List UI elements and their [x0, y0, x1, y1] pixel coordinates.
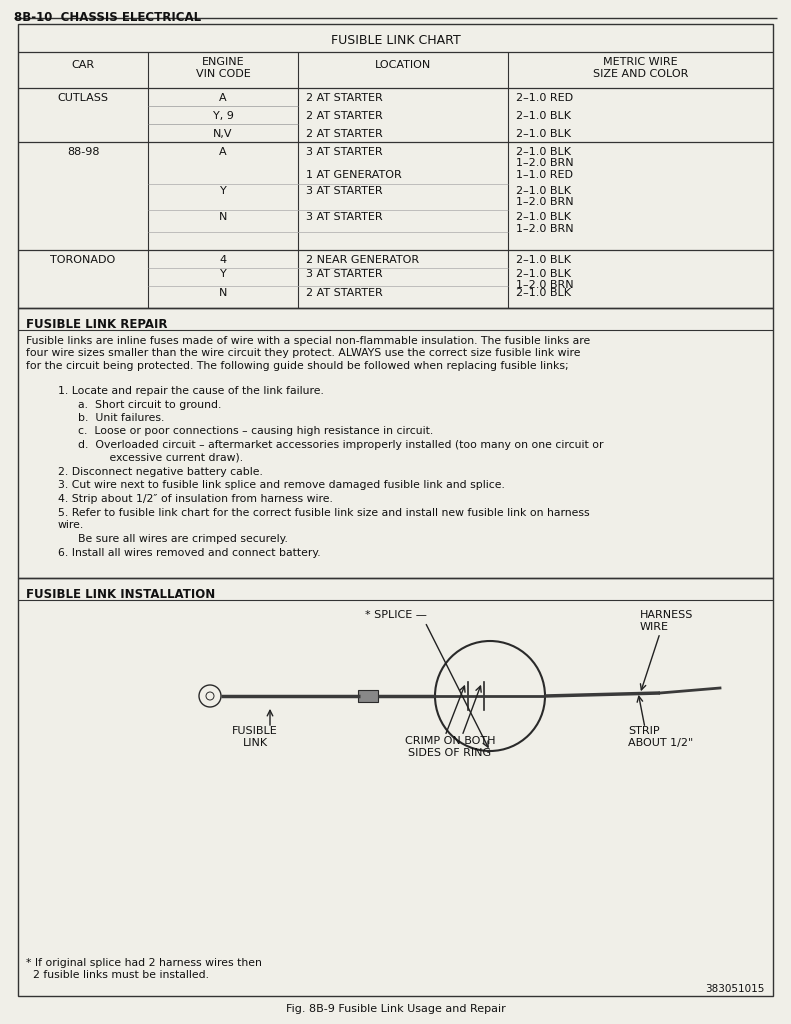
Text: N,V: N,V: [214, 129, 233, 139]
Text: 2 AT STARTER: 2 AT STARTER: [306, 129, 383, 139]
Text: 2–1.0 RED: 2–1.0 RED: [516, 93, 573, 103]
Text: FUSIBLE LINK INSTALLATION: FUSIBLE LINK INSTALLATION: [26, 588, 215, 601]
Text: 3. Cut wire next to fusible link splice and remove damaged fusible link and spli: 3. Cut wire next to fusible link splice …: [58, 480, 505, 490]
Text: 383051015: 383051015: [706, 984, 765, 994]
Text: 2 AT STARTER: 2 AT STARTER: [306, 288, 383, 298]
Bar: [18, 308, 773, 578]
Text: 4: 4: [219, 255, 226, 265]
Text: 2–1.0 BLK: 2–1.0 BLK: [516, 269, 571, 279]
Text: 3 AT STARTER: 3 AT STARTER: [306, 186, 383, 196]
Text: 1–2.0 BRN: 1–2.0 BRN: [516, 158, 573, 168]
Text: Y: Y: [220, 186, 226, 196]
Bar: [358, 690, 378, 702]
Text: TORONADO: TORONADO: [51, 255, 115, 265]
Text: CAR: CAR: [71, 60, 95, 70]
Text: FUSIBLE LINK CHART: FUSIBLE LINK CHART: [331, 34, 460, 47]
Text: 1–1.0 RED: 1–1.0 RED: [516, 170, 573, 180]
Text: 2. Disconnect negative battery cable.: 2. Disconnect negative battery cable.: [58, 467, 263, 477]
Text: 3 AT STARTER: 3 AT STARTER: [306, 269, 383, 279]
Text: LOCATION: LOCATION: [375, 60, 431, 70]
Text: 1–2.0 BRN: 1–2.0 BRN: [516, 224, 573, 234]
Text: 1. Locate and repair the cause of the link failure.: 1. Locate and repair the cause of the li…: [58, 386, 324, 396]
Text: Y, 9: Y, 9: [213, 111, 233, 121]
Text: 2–1.0 BLK: 2–1.0 BLK: [516, 288, 571, 298]
Text: FUSIBLE
LINK: FUSIBLE LINK: [232, 726, 278, 749]
Bar: [18, 578, 773, 996]
Text: 8B-10  CHASSIS ELECTRICAL: 8B-10 CHASSIS ELECTRICAL: [14, 11, 201, 24]
Text: HARNESS
WIRE: HARNESS WIRE: [640, 610, 694, 633]
Text: 2–1.0 BLK: 2–1.0 BLK: [516, 186, 571, 196]
Text: CRIMP ON BOTH
SIDES OF RING: CRIMP ON BOTH SIDES OF RING: [405, 736, 495, 759]
Text: CUTLASS: CUTLASS: [58, 93, 108, 103]
Text: 2–1.0 BLK: 2–1.0 BLK: [516, 111, 571, 121]
Text: A: A: [219, 93, 227, 103]
Text: Y: Y: [220, 269, 226, 279]
Bar: [18, 24, 773, 308]
Text: 2–1.0 BLK: 2–1.0 BLK: [516, 147, 571, 157]
Text: c.  Loose or poor connections – causing high resistance in circuit.: c. Loose or poor connections – causing h…: [78, 427, 433, 436]
Text: A: A: [219, 147, 227, 157]
Text: 2–1.0 BLK: 2–1.0 BLK: [516, 212, 571, 222]
Text: 4. Strip about 1/2″ of insulation from harness wire.: 4. Strip about 1/2″ of insulation from h…: [58, 494, 333, 504]
Text: a.  Short circuit to ground.: a. Short circuit to ground.: [78, 399, 221, 410]
Text: 2 NEAR GENERATOR: 2 NEAR GENERATOR: [306, 255, 419, 265]
Text: * SPLICE —: * SPLICE —: [365, 610, 427, 620]
Text: 1–2.0 BRN: 1–2.0 BRN: [516, 197, 573, 207]
Text: N: N: [219, 212, 227, 222]
Text: 2–1.0 BLK: 2–1.0 BLK: [516, 129, 571, 139]
Text: b.  Unit failures.: b. Unit failures.: [78, 413, 165, 423]
Text: 2 AT STARTER: 2 AT STARTER: [306, 111, 383, 121]
Text: 5. Refer to fusible link chart for the correct fusible link size and install new: 5. Refer to fusible link chart for the c…: [58, 508, 589, 529]
Text: * If original splice had 2 harness wires then
  2 fusible links must be installe: * If original splice had 2 harness wires…: [26, 958, 262, 980]
Text: d.  Overloaded circuit – aftermarket accessories improperly installed (too many : d. Overloaded circuit – aftermarket acce…: [78, 440, 604, 463]
Text: 1–2.0 BRN: 1–2.0 BRN: [516, 280, 573, 290]
Text: 6. Install all wires removed and connect battery.: 6. Install all wires removed and connect…: [58, 548, 320, 558]
Text: Be sure all wires are crimped securely.: Be sure all wires are crimped securely.: [78, 535, 288, 545]
Text: FUSIBLE LINK REPAIR: FUSIBLE LINK REPAIR: [26, 318, 168, 331]
Text: 88-98: 88-98: [66, 147, 99, 157]
Text: N: N: [219, 288, 227, 298]
Text: 1 AT GENERATOR: 1 AT GENERATOR: [306, 170, 402, 180]
Text: 3 AT STARTER: 3 AT STARTER: [306, 212, 383, 222]
Text: Fusible links are inline fuses made of wire with a special non-flammable insulat: Fusible links are inline fuses made of w…: [26, 336, 590, 371]
Text: 3 AT STARTER: 3 AT STARTER: [306, 147, 383, 157]
Text: METRIC WIRE
SIZE AND COLOR: METRIC WIRE SIZE AND COLOR: [592, 57, 688, 80]
Text: 2–1.0 BLK: 2–1.0 BLK: [516, 255, 571, 265]
Text: ENGINE
VIN CODE: ENGINE VIN CODE: [195, 57, 251, 80]
Text: STRIP
ABOUT 1/2": STRIP ABOUT 1/2": [628, 726, 693, 749]
Text: 2 AT STARTER: 2 AT STARTER: [306, 93, 383, 103]
Text: Fig. 8B-9 Fusible Link Usage and Repair: Fig. 8B-9 Fusible Link Usage and Repair: [286, 1004, 505, 1014]
